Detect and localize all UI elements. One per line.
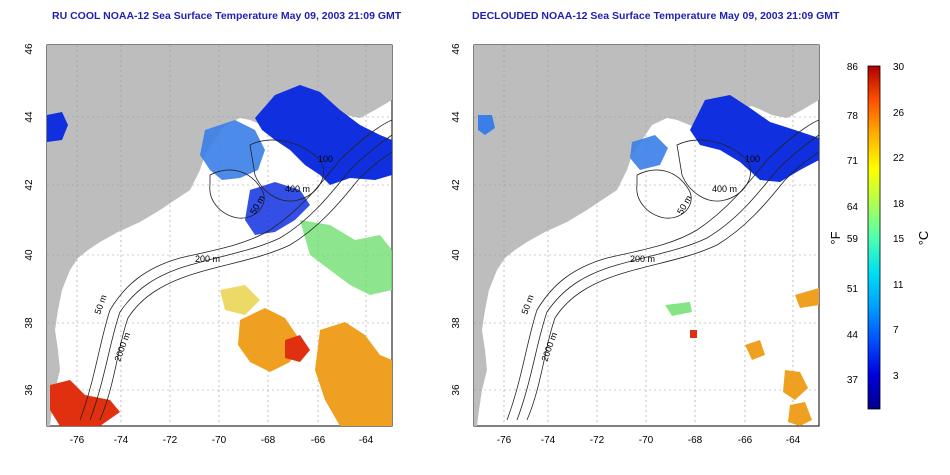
right-lat-ticks: 36 38 40 42 44 46	[451, 43, 462, 396]
left-cold-water-patch-2	[245, 182, 310, 235]
fahrenheit-tick: 71	[847, 156, 859, 167]
left-map-title: RU COOL NOAA-12 Sea Surface Temperature …	[52, 10, 402, 22]
left-contour-label-100: 100	[318, 154, 333, 164]
left-lon-tick: -66	[311, 435, 326, 446]
right-lon-tick: -70	[639, 435, 654, 446]
right-contour-label-400m: 400 m	[712, 184, 737, 194]
celsius-tick: 26	[893, 108, 905, 119]
right-contour-label-200m: 200 m	[630, 254, 655, 264]
left-lat-tick: 42	[24, 179, 35, 191]
right-lon-tick: -76	[497, 435, 512, 446]
celsius-tick: 30	[893, 62, 905, 73]
left-yellow-patch	[220, 285, 260, 315]
right-lon-tick: -66	[738, 435, 753, 446]
celsius-tick: 11	[893, 280, 904, 291]
left-warm-patch-1	[238, 308, 300, 372]
right-cool-water-patch	[630, 135, 668, 170]
right-graticule	[474, 45, 819, 426]
left-lon-tick: -70	[212, 435, 227, 446]
left-green-patch	[300, 220, 392, 295]
celsius-label: °C	[916, 231, 931, 246]
right-nova-scotia	[727, 60, 819, 118]
right-map-panel: 100 400 m 50 m 200 m 50 m 2000 m -76 -74…	[451, 43, 820, 446]
left-lon-ticks: -76 -74 -72 -70 -68 -66 -64	[70, 435, 374, 446]
right-lat-tick: 44	[451, 111, 462, 123]
right-lat-tick: 36	[451, 384, 462, 396]
right-lon-tick: -72	[590, 435, 605, 446]
left-map-panel: 100 400 m 50 m 200 m 50 m 2000 m -76 -74…	[24, 43, 393, 446]
right-lat-tick: 46	[451, 43, 462, 55]
right-warm-patch-2	[783, 370, 808, 400]
left-bathymetry-contours	[79, 119, 392, 421]
left-lon-tick: -74	[114, 435, 129, 446]
fahrenheit-tick: 44	[847, 330, 859, 341]
left-gulf-of-maine-cold-sst	[255, 85, 392, 185]
right-bathymetry-contours	[506, 119, 819, 421]
right-warm-patch-1	[745, 340, 765, 360]
left-lon-tick: -64	[359, 435, 374, 446]
fahrenheit-ticks: 86 78 71 64 59 51 44 37	[847, 62, 859, 386]
fahrenheit-tick: 59	[847, 234, 859, 245]
left-lat-tick: 38	[24, 317, 35, 329]
left-warm-patch-2	[315, 322, 392, 426]
right-lon-tick: -74	[541, 435, 556, 446]
right-lat-tick: 38	[451, 317, 462, 329]
right-contour-label-100: 100	[745, 154, 760, 164]
fahrenheit-tick: 86	[847, 62, 859, 73]
celsius-ticks: 30 26 22 18 15 11 7 3	[893, 62, 905, 382]
left-lat-ticks: 36 38 40 42 44 46	[24, 43, 35, 396]
celsius-tick: 18	[893, 199, 905, 210]
fahrenheit-tick: 51	[847, 284, 859, 295]
right-east-warm	[795, 288, 819, 308]
celsius-tick: 22	[893, 153, 905, 164]
left-lon-tick: -68	[261, 435, 276, 446]
left-cool-water-patch	[200, 120, 265, 180]
fahrenheit-tick: 37	[847, 375, 859, 386]
right-map-title: DECLOUDED NOAA-12 Sea Surface Temperatur…	[472, 10, 840, 22]
fahrenheit-label: °F	[828, 231, 843, 244]
left-hot-patch	[285, 335, 310, 362]
temperature-colorbar: 86 78 71 64 59 51 44 37 30 26 22 18 15 1…	[828, 62, 931, 410]
right-lon-ticks: -76 -74 -72 -70 -68 -66 -64	[497, 435, 801, 446]
right-hot-patch	[690, 330, 697, 338]
celsius-tick: 7	[893, 325, 899, 336]
left-lon-tick: -76	[70, 435, 85, 446]
left-lat-tick: 46	[24, 43, 35, 55]
right-green-patch	[665, 302, 692, 316]
colorbar-gradient	[867, 65, 881, 410]
right-ne-cold-blob	[478, 115, 495, 135]
left-lon-tick: -72	[163, 435, 178, 446]
fahrenheit-tick: 64	[847, 202, 859, 213]
left-ne-cold-blob	[47, 112, 68, 142]
left-contour-label-200m: 200 m	[195, 254, 220, 264]
right-lon-tick: -64	[786, 435, 801, 446]
left-contour-label-400m: 400 m	[285, 184, 310, 194]
celsius-tick: 3	[893, 371, 899, 382]
right-warm-patch-3	[788, 402, 812, 426]
right-land-mass	[474, 45, 819, 426]
left-land-mass	[47, 45, 392, 426]
left-lat-tick: 40	[24, 249, 35, 261]
left-lat-tick: 36	[24, 384, 35, 396]
right-lon-tick: -68	[688, 435, 703, 446]
celsius-tick: 15	[893, 234, 905, 245]
left-lat-tick: 44	[24, 111, 35, 123]
fahrenheit-tick: 78	[847, 111, 859, 122]
right-lat-tick: 42	[451, 179, 462, 191]
right-lat-tick: 40	[451, 249, 462, 261]
